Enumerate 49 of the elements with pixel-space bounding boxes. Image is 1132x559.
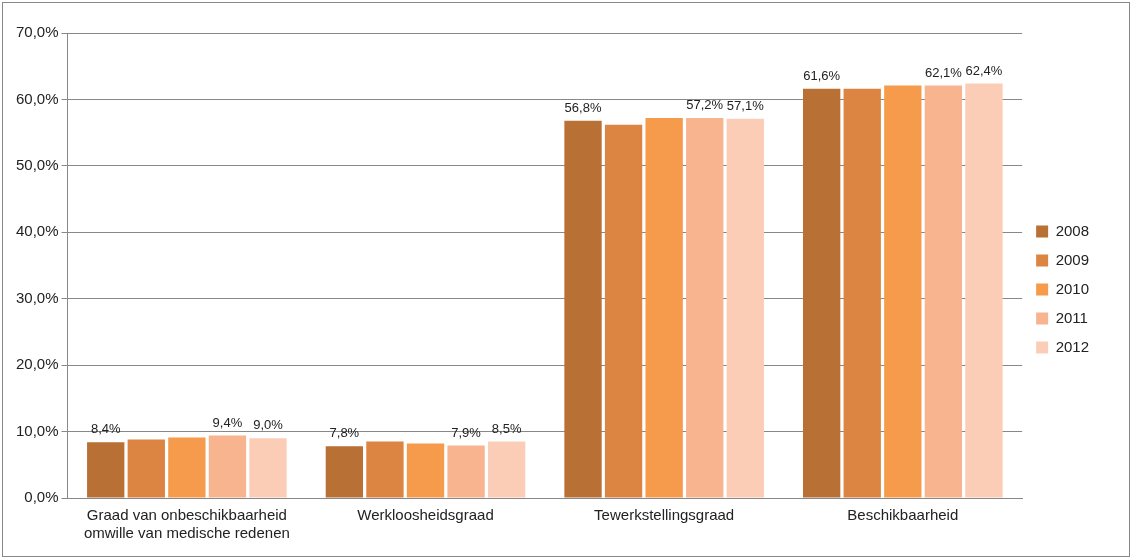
- bar: [604, 124, 643, 498]
- y-tick-label: 60,0%: [15, 89, 59, 107]
- data-label: 62,4%: [965, 62, 1003, 78]
- bar: [965, 83, 1003, 498]
- bar: [843, 88, 881, 498]
- data-label: 62,1%: [924, 64, 963, 80]
- bar: [366, 441, 404, 498]
- bar: [686, 118, 724, 498]
- bar: [447, 445, 485, 498]
- bar: [645, 118, 683, 498]
- bar: [127, 439, 165, 498]
- y-tick-label: 30,0%: [15, 288, 59, 306]
- x-tick-label: Graad van onbeschikbaarheid omwille van medische redenen: [83, 506, 290, 542]
- legend-label: 2012: [1055, 337, 1090, 355]
- data-label: 57,2%: [686, 97, 724, 113]
- y-tick-label: 0,0%: [24, 488, 59, 506]
- bar: [406, 443, 445, 498]
- legend-label: 2010: [1055, 279, 1090, 297]
- legend-label: 2011: [1055, 308, 1088, 326]
- bar: [803, 88, 841, 498]
- bar: [726, 118, 764, 498]
- bar: [168, 437, 206, 498]
- bar: [564, 120, 602, 498]
- y-tick-label: 50,0%: [15, 156, 59, 173]
- data-label: 7,9%: [451, 424, 482, 440]
- bar: [924, 85, 963, 498]
- x-tick-label: Werkloosheidsgraad: [357, 506, 494, 524]
- y-tick-label: 20,0%: [15, 355, 59, 373]
- data-label: 7,8%: [329, 425, 360, 441]
- bar: [249, 438, 287, 498]
- data-label: 56,8%: [564, 99, 602, 115]
- data-label: 9,0%: [253, 417, 284, 433]
- data-label: 9,4%: [212, 414, 243, 430]
- data-label: 8,4%: [90, 421, 121, 437]
- x-tick-label: Beschikbaarheid: [847, 506, 959, 524]
- bar: [87, 442, 125, 498]
- bar: [208, 435, 247, 498]
- legend-label: 2009: [1055, 250, 1090, 268]
- bar: [325, 446, 364, 498]
- data-label: 61,6%: [803, 67, 841, 83]
- bar: [884, 85, 922, 498]
- data-label: 57,1%: [726, 97, 765, 113]
- y-tick-label: 10,0%: [15, 421, 59, 439]
- x-tick-label: Tewerkstellingsgraad: [594, 506, 735, 524]
- data-label: 8,5%: [491, 420, 522, 436]
- bar: [487, 441, 526, 498]
- y-tick-label: 70,0%: [15, 23, 59, 41]
- y-tick-label: 40,0%: [15, 222, 59, 240]
- legend-label: 2008: [1055, 221, 1090, 239]
